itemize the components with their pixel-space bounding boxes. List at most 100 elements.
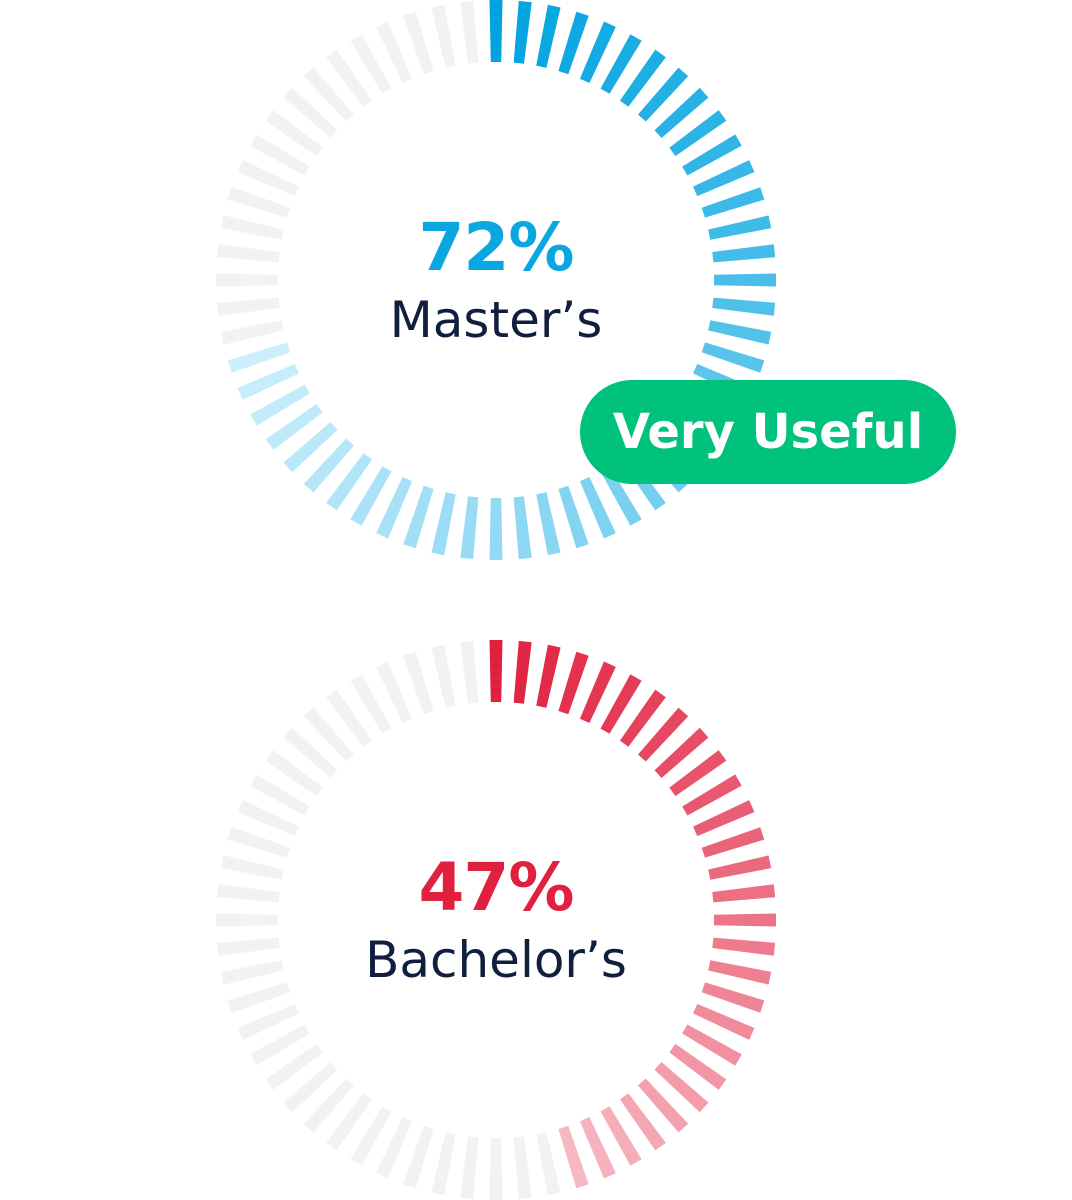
empty-tick-36: [326, 1093, 373, 1151]
empty-tick-58: [431, 4, 456, 68]
filled-tick-1: [513, 0, 532, 64]
empty-tick-59: [460, 0, 479, 64]
filled-tick-28: [536, 492, 561, 556]
filled-tick-3: [558, 651, 589, 715]
filled-tick-0: [489, 0, 503, 62]
filled-tick-9: [669, 750, 727, 797]
empty-tick-45: [216, 913, 278, 927]
filled-tick-12: [701, 187, 765, 218]
empty-tick-52: [283, 727, 338, 778]
filled-tick-21: [669, 1043, 727, 1090]
filled-tick-37: [303, 438, 354, 493]
empty-tick-37: [303, 1078, 354, 1133]
filled-tick-23: [638, 1078, 689, 1133]
empty-tick-58: [431, 644, 456, 708]
empty-tick-52: [283, 87, 338, 138]
bachelors-label: Bachelor’s: [365, 931, 627, 989]
empty-tick-50: [250, 774, 310, 816]
filled-tick-6: [619, 49, 666, 107]
filled-tick-20: [682, 1024, 742, 1066]
filled-tick-10: [682, 774, 742, 816]
filled-tick-8: [654, 727, 709, 778]
empty-tick-35: [350, 1106, 392, 1166]
filled-tick-35: [350, 466, 392, 526]
filled-tick-38: [283, 422, 338, 473]
filled-tick-14: [712, 884, 776, 903]
filled-tick-19: [693, 1003, 755, 1040]
empty-tick-44: [216, 937, 280, 956]
empty-tick-54: [326, 49, 373, 107]
empty-tick-34: [376, 1117, 413, 1179]
filled-tick-18: [701, 342, 765, 373]
filled-tick-1: [513, 640, 532, 704]
empty-tick-44: [216, 297, 280, 316]
filled-tick-27: [558, 1125, 589, 1189]
filled-tick-0: [489, 640, 503, 702]
masters-percentage: 72%: [418, 209, 575, 286]
filled-tick-13: [708, 215, 772, 240]
filled-tick-6: [619, 689, 666, 747]
filled-tick-17: [708, 960, 772, 985]
filled-tick-14: [712, 244, 776, 263]
very-useful-badge-label: Very Useful: [612, 404, 924, 460]
filled-tick-17: [708, 320, 772, 345]
filled-tick-8: [654, 87, 709, 138]
empty-tick-49: [237, 800, 299, 837]
filled-tick-25: [600, 466, 642, 526]
bachelors-percentage: 47%: [418, 849, 575, 926]
filled-tick-25: [600, 1106, 642, 1166]
filled-tick-11: [693, 160, 755, 197]
empty-tick-56: [376, 661, 413, 723]
empty-tick-38: [283, 1062, 338, 1113]
filled-tick-11: [693, 800, 755, 837]
filled-tick-26: [579, 477, 616, 539]
filled-tick-16: [712, 937, 776, 956]
empty-tick-31: [460, 1136, 479, 1200]
empty-tick-48: [227, 827, 291, 858]
empty-tick-53: [303, 707, 354, 762]
empty-tick-50: [250, 134, 310, 176]
empty-tick-56: [376, 21, 413, 83]
empty-tick-33: [403, 1125, 434, 1189]
filled-tick-10: [682, 134, 742, 176]
filled-tick-2: [536, 4, 561, 68]
empty-tick-55: [350, 674, 392, 734]
empty-tick-29: [513, 1136, 532, 1200]
filled-tick-4: [579, 21, 616, 83]
filled-tick-18: [701, 982, 765, 1013]
empty-tick-43: [220, 960, 284, 985]
filled-tick-13: [708, 855, 772, 880]
empty-tick-57: [403, 11, 434, 75]
empty-tick-46: [216, 244, 280, 263]
filled-tick-42: [227, 342, 291, 373]
filled-tick-27: [558, 485, 589, 549]
filled-tick-32: [431, 492, 456, 556]
filled-tick-2: [536, 644, 561, 708]
filled-tick-39: [265, 403, 323, 450]
empty-tick-59: [460, 640, 479, 704]
empty-tick-28: [536, 1132, 561, 1196]
empty-tick-53: [303, 67, 354, 122]
empty-tick-32: [431, 1132, 456, 1196]
empty-tick-49: [237, 160, 299, 197]
filled-tick-3: [558, 11, 589, 75]
filled-tick-29: [513, 496, 532, 560]
filled-tick-7: [638, 707, 689, 762]
filled-tick-5: [600, 674, 642, 734]
empty-tick-30: [489, 1138, 503, 1200]
empty-tick-40: [250, 1024, 310, 1066]
empty-tick-47: [220, 215, 284, 240]
empty-tick-54: [326, 689, 373, 747]
empty-tick-43: [220, 320, 284, 345]
filled-tick-36: [326, 453, 373, 511]
empty-tick-41: [237, 1003, 299, 1040]
filled-tick-15: [714, 273, 776, 287]
very-useful-badge: Very Useful: [580, 380, 956, 484]
empty-tick-39: [265, 1043, 323, 1090]
filled-tick-12: [701, 827, 765, 858]
empty-tick-42: [227, 982, 291, 1013]
empty-tick-51: [265, 110, 323, 157]
filled-tick-34: [376, 477, 413, 539]
empty-tick-47: [220, 855, 284, 880]
filled-tick-5: [600, 34, 642, 94]
